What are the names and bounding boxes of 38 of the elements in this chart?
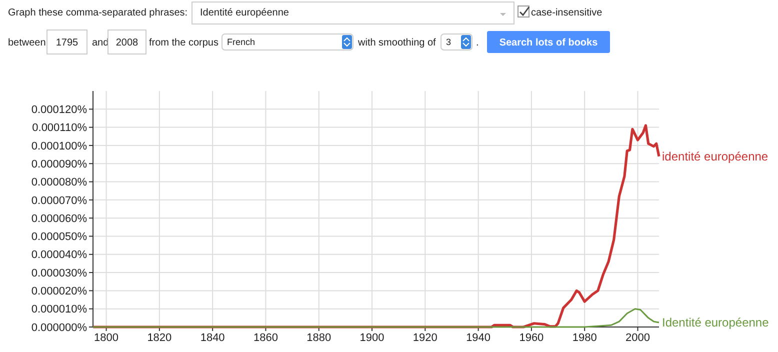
x-tick-label: 1800 bbox=[94, 332, 119, 344]
text: Identité européenne bbox=[200, 8, 290, 18]
text: . bbox=[476, 38, 479, 48]
y-tick-label: 0.000100% bbox=[31, 140, 88, 152]
series-label: identité européenne bbox=[662, 150, 768, 164]
series-label: Identité européenne bbox=[662, 316, 770, 330]
text: 2008 bbox=[116, 38, 139, 48]
x-tick-label: 1880 bbox=[306, 332, 332, 344]
x-tick-label: 1860 bbox=[253, 332, 278, 344]
y-tick-label: 0.000070% bbox=[31, 194, 88, 207]
text: Graph these comma-separated phrases: bbox=[8, 8, 188, 18]
x-tick-label: 1820 bbox=[147, 332, 172, 344]
y-tick-label: 0.000010% bbox=[31, 304, 88, 316]
y-tick-label: 0.000030% bbox=[31, 267, 88, 280]
text: 1795 bbox=[56, 38, 79, 48]
y-tick-label: 0.000080% bbox=[31, 176, 88, 189]
y-tick-label: 0.000040% bbox=[31, 249, 88, 262]
y-tick-label: 0.000110% bbox=[32, 122, 88, 134]
text: with smoothing of bbox=[357, 38, 436, 48]
y-tick-label: 0.000090% bbox=[31, 158, 88, 170]
text: Search lots of books bbox=[499, 38, 598, 48]
x-tick-label: 1980 bbox=[572, 332, 597, 344]
y-tick-label: 0.000060% bbox=[31, 212, 88, 225]
y-tick-label: 0.000120% bbox=[31, 104, 88, 116]
y-tick-label: 0.000050% bbox=[31, 231, 88, 244]
x-tick-label: 1900 bbox=[360, 332, 384, 344]
y-tick-label: 0.000000% bbox=[31, 322, 88, 334]
x-tick-label: 1840 bbox=[200, 332, 225, 344]
text: case-insensitive bbox=[531, 8, 603, 18]
text: between bbox=[8, 38, 46, 48]
x-tick-label: 1920 bbox=[412, 332, 438, 344]
text: French bbox=[227, 37, 256, 48]
x-tick-label: 1960 bbox=[519, 332, 544, 344]
x-tick-label: 2000 bbox=[626, 332, 650, 344]
text: from the corpus bbox=[149, 38, 218, 48]
text: 3 bbox=[446, 37, 452, 48]
y-tick-label: 0.000020% bbox=[31, 286, 88, 298]
x-tick-label: 1940 bbox=[466, 332, 491, 344]
